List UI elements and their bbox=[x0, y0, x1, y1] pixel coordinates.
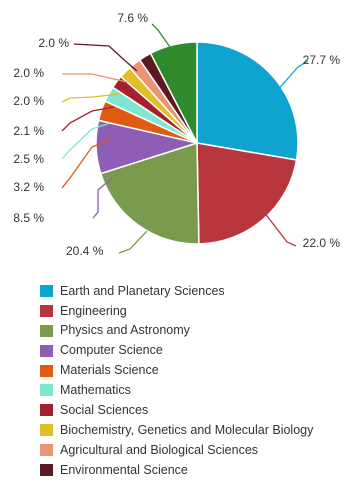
legend-label: Computer Science bbox=[60, 343, 163, 358]
leader-line bbox=[151, 23, 171, 48]
legend-item: Biochemistry, Genetics and Molecular Bio… bbox=[40, 420, 313, 440]
slice-label: 27.7 % bbox=[303, 53, 341, 67]
legend-label: Agricultural and Biological Sciences bbox=[60, 442, 259, 457]
pie-slice bbox=[149, 41, 198, 144]
legend-swatch bbox=[40, 384, 53, 397]
legend-item: Environmental Science bbox=[40, 460, 313, 480]
legend-item: Materials Science bbox=[40, 361, 313, 381]
leader-line bbox=[62, 73, 128, 83]
slice-label: 2.0 % bbox=[13, 66, 44, 80]
slice-label: 20.4 % bbox=[66, 244, 104, 258]
legend-label: Mathematics bbox=[60, 383, 131, 398]
slice-label: 3.2 % bbox=[13, 180, 44, 194]
legend-item: Mathematics bbox=[40, 380, 313, 400]
legend-item: Earth and Planetary Sciences bbox=[40, 281, 313, 301]
legend-label: Physics and Astronomy bbox=[60, 323, 190, 338]
legend-label: Social Sciences bbox=[60, 403, 149, 418]
legend-swatch bbox=[40, 463, 53, 476]
legend-swatch bbox=[40, 284, 53, 297]
leader-line bbox=[263, 211, 297, 247]
legend-swatch bbox=[40, 344, 53, 357]
legend-swatch bbox=[40, 444, 53, 457]
leader-line bbox=[73, 43, 138, 72]
pie-plot: 27.7 % 22.0 % 20.4 % 8.5 % 3.2 % 2.5 % 2.1 % 2.… bbox=[13, 11, 341, 258]
leader-line bbox=[92, 177, 113, 219]
legend-swatch bbox=[40, 404, 53, 417]
legend-label: Environmental Science bbox=[60, 462, 188, 477]
legend-swatch bbox=[40, 424, 53, 437]
legend-label: Earth and Planetary Sciences bbox=[60, 283, 225, 298]
slice-label: 2.0 % bbox=[38, 36, 69, 50]
leader-line bbox=[118, 230, 148, 254]
leader-line bbox=[61, 122, 111, 160]
slice-label: 2.5 % bbox=[13, 152, 44, 166]
legend-label: Biochemistry, Genetics and Molecular Bio… bbox=[60, 422, 314, 437]
legend-item: Social Sciences bbox=[40, 400, 313, 420]
slice-label: 2.1 % bbox=[13, 124, 44, 138]
legend-swatch bbox=[40, 324, 53, 337]
leader-line bbox=[61, 106, 115, 132]
pie-slice bbox=[196, 142, 298, 245]
legend: Earth and Planetary Sciences Engineering P… bbox=[40, 281, 313, 480]
legend-item: Engineering bbox=[40, 301, 313, 321]
pie-slice bbox=[196, 41, 299, 161]
legend-swatch bbox=[40, 364, 53, 377]
slice-label: 22.0 % bbox=[303, 236, 341, 250]
leader-line bbox=[274, 60, 309, 94]
slice-label: 7.6 % bbox=[117, 11, 148, 25]
leader-line bbox=[61, 139, 110, 189]
slice-label: 2.0 % bbox=[13, 94, 44, 108]
slice-label: 8.5 % bbox=[13, 211, 44, 225]
legend-item: Computer Science bbox=[40, 341, 313, 361]
leader-line bbox=[61, 93, 121, 103]
legend-item: Agricultural and Biological Sciences bbox=[40, 440, 313, 460]
legend-swatch bbox=[40, 304, 53, 317]
legend-label: Engineering bbox=[60, 303, 127, 318]
legend-label: Materials Science bbox=[60, 363, 159, 378]
legend-item: Physics and Astronomy bbox=[40, 321, 313, 341]
